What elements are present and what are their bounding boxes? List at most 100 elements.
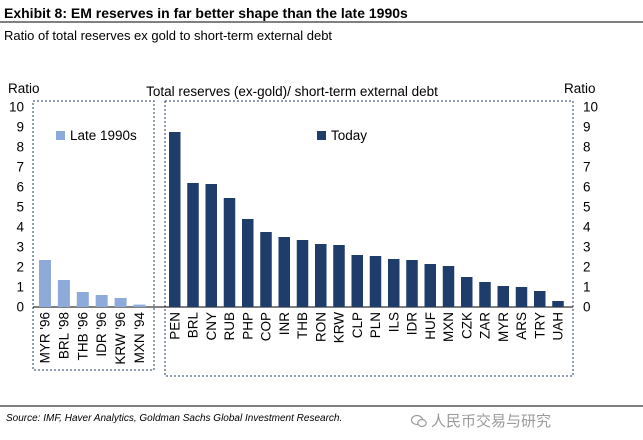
- legend-today-label: Today: [331, 128, 367, 143]
- left-tick-label: 4: [16, 220, 24, 235]
- right-tick-label: 3: [583, 240, 591, 255]
- legend-late-1990s-label: Late 1990s: [70, 128, 137, 143]
- x-label-today-7: THB: [295, 312, 310, 339]
- bar-today-19: [515, 287, 528, 307]
- bar-today-17: [479, 282, 491, 307]
- x-label-today-5: COP: [259, 312, 274, 341]
- x-label-today-14: HUF: [423, 312, 438, 340]
- x-label-today-13: IDR: [405, 312, 420, 336]
- right-tick-label: 10: [583, 100, 598, 115]
- legend-today: Today: [317, 128, 367, 143]
- x-label-late_1990s-1: BRL '98: [56, 312, 71, 359]
- right-tick-label: 4: [583, 220, 591, 235]
- left-tick-label: 2: [16, 260, 24, 275]
- x-label-today-11: PLN: [368, 312, 383, 338]
- late-1990s-panel-border: [32, 100, 155, 371]
- bar-today-0: [169, 132, 181, 307]
- x-label-today-3: RUB: [222, 312, 237, 341]
- x-label-late_1990s-2: THB '96: [75, 312, 90, 360]
- watermark-text: 人民币交易与研究: [431, 413, 552, 430]
- x-label-today-19: ARS: [514, 312, 529, 340]
- left-tick-label: 7: [16, 160, 24, 175]
- bar-today-18: [497, 286, 509, 307]
- bar-late_1990s-2: [76, 292, 89, 307]
- x-label-today-18: MYR: [496, 312, 511, 342]
- exhibit-title: Exhibit 8: EM reserves in far better sha…: [4, 5, 408, 21]
- bar-today-2: [205, 184, 217, 307]
- x-label-today-10: CLP: [350, 312, 365, 338]
- legend-late-1990s-swatch: [56, 131, 65, 140]
- source-note: Source: IMF, Haver Analytics, Goldman Sa…: [6, 413, 343, 424]
- left-tick-label: 8: [16, 140, 24, 155]
- x-label-today-16: CZK: [459, 312, 474, 339]
- bar-today-5: [260, 232, 272, 307]
- right-tick-label: 8: [583, 140, 591, 155]
- right-tick-label: 7: [583, 160, 591, 175]
- bar-today-1: [187, 183, 199, 307]
- left-tick-label: 9: [16, 120, 24, 135]
- right-axis-ticks: 0 1 2 3 4 5 6 7 8 9 10: [583, 100, 598, 315]
- x-label-today-20: TRY: [532, 312, 547, 339]
- bar-late_1990s-3: [95, 295, 108, 307]
- bar-late_1990s-4: [114, 298, 127, 307]
- bar-today-4: [242, 219, 254, 307]
- x-label-today-1: BRL: [186, 312, 201, 339]
- x-label-today-6: INR: [277, 312, 292, 336]
- bar-late_1990s-0: [39, 260, 51, 307]
- bar-today-9: [333, 245, 345, 307]
- left-tick-label: 10: [9, 100, 24, 115]
- right-tick-label: 6: [583, 180, 591, 195]
- x-label-today-17: ZAR: [478, 312, 493, 339]
- bar-today-11: [369, 256, 382, 307]
- legend-late-1990s: Late 1990s: [56, 128, 137, 143]
- bar-today-16: [461, 277, 473, 307]
- left-tick-label: 0: [16, 300, 24, 315]
- left-tick-label: 6: [16, 180, 24, 195]
- bar-today-15: [442, 266, 455, 307]
- wechat-icon: [411, 414, 427, 428]
- bar-today-7: [296, 240, 309, 307]
- x-label-late_1990s-3: IDR '96: [94, 312, 109, 357]
- right-tick-label: 2: [583, 260, 591, 275]
- watermark: 人民币交易与研究: [411, 410, 551, 431]
- right-axis-label: Ratio: [564, 81, 596, 96]
- x-label-late_1990s-0: MYR '96: [38, 312, 53, 363]
- bar-today-6: [278, 237, 290, 307]
- left-tick-label: 3: [16, 240, 24, 255]
- legend-today-swatch: [317, 131, 326, 140]
- left-axis-ticks: 0 1 2 3 4 5 6 7 8 9 10: [9, 100, 25, 315]
- x-label-today-21: UAH: [551, 312, 566, 341]
- exhibit-subtitle: Ratio of total reserves ex gold to short…: [4, 28, 333, 43]
- left-tick-label: 5: [16, 200, 24, 215]
- bar-today-12: [388, 259, 400, 307]
- bar-today-20: [534, 291, 546, 307]
- chart-title: Total reserves (ex-gold)/ short-term ext…: [146, 84, 438, 99]
- bar-late_1990s-5: [133, 304, 146, 307]
- bar-today-14: [424, 264, 436, 307]
- bar-today-10: [351, 255, 363, 307]
- x-tick-labels: MYR '96 BRL '98 THB '96 IDR '96 KRW '96 MXN '…: [38, 312, 566, 365]
- bar-today-8: [315, 244, 327, 307]
- x-label-today-4: PHP: [240, 312, 255, 340]
- x-label-today-0: PEN: [167, 312, 182, 340]
- x-label-today-9: KRW: [332, 312, 347, 344]
- left-axis-label: Ratio: [8, 81, 40, 96]
- bar-late_1990s-1: [57, 280, 70, 307]
- x-label-today-2: CNY: [204, 312, 219, 341]
- right-tick-label: 9: [583, 120, 591, 135]
- right-tick-label: 5: [583, 200, 591, 215]
- x-label-today-15: MXN: [441, 312, 456, 342]
- bars-group: [39, 132, 564, 307]
- today-panel-border: [164, 100, 574, 377]
- bar-today-21: [552, 301, 564, 307]
- x-label-today-8: RON: [313, 312, 328, 342]
- bar-today-13: [406, 260, 418, 307]
- bar-today-3: [223, 198, 236, 307]
- right-tick-label: 1: [583, 280, 591, 295]
- left-tick-label: 1: [16, 280, 24, 295]
- right-tick-label: 0: [583, 300, 591, 315]
- x-label-late_1990s-5: MXN '94: [132, 312, 147, 364]
- x-label-late_1990s-4: KRW '96: [113, 312, 128, 365]
- x-label-today-12: ILS: [386, 312, 401, 332]
